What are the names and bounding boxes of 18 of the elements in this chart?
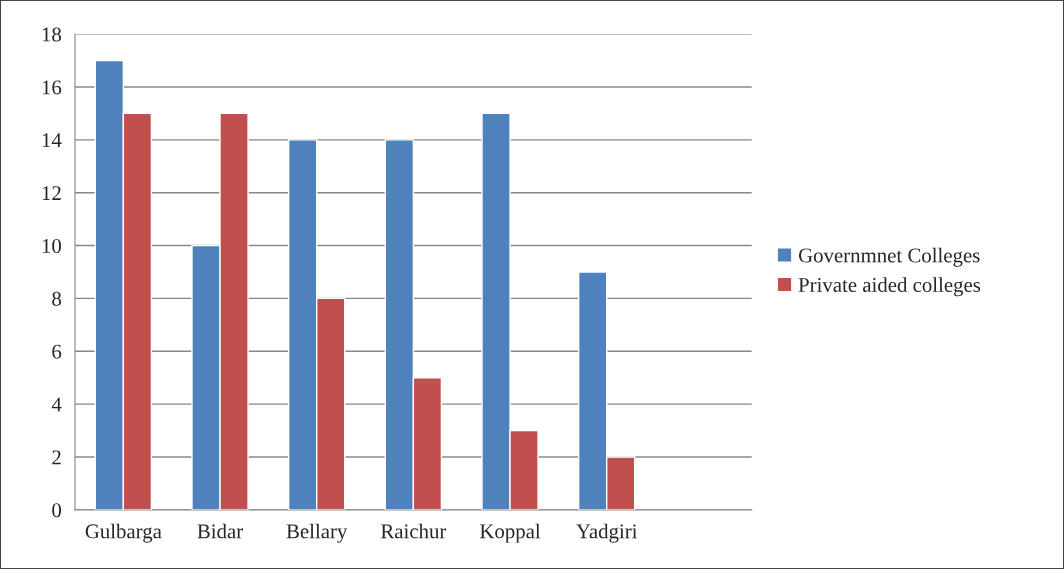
y-tick-label: 16: [42, 80, 62, 95]
y-tick-label: 8: [52, 291, 62, 306]
x-tick-label: Raichur: [380, 523, 447, 539]
y-tick-label: 10: [42, 238, 62, 253]
y-tick-label: 2: [52, 450, 61, 465]
y-tick-label: 6: [52, 344, 62, 359]
x-tick-label: Bellary: [286, 523, 348, 543]
x-tick-label: Yadgiri: [576, 523, 638, 543]
y-tick-label: 18: [42, 27, 62, 42]
y-tick-label: 0: [52, 503, 62, 518]
y-tick-label: 4: [51, 397, 62, 412]
y-tick-label: 14: [42, 133, 62, 148]
legend-label: Governmnet Colleges: [798, 247, 980, 267]
x-tick-label: Bidar: [197, 523, 243, 539]
y-tick-label: 12: [42, 186, 61, 200]
legend-label: Private aided colleges: [798, 277, 981, 297]
x-tick-label: Koppal: [479, 523, 541, 543]
x-tick-label: Gulbarga: [85, 523, 162, 543]
